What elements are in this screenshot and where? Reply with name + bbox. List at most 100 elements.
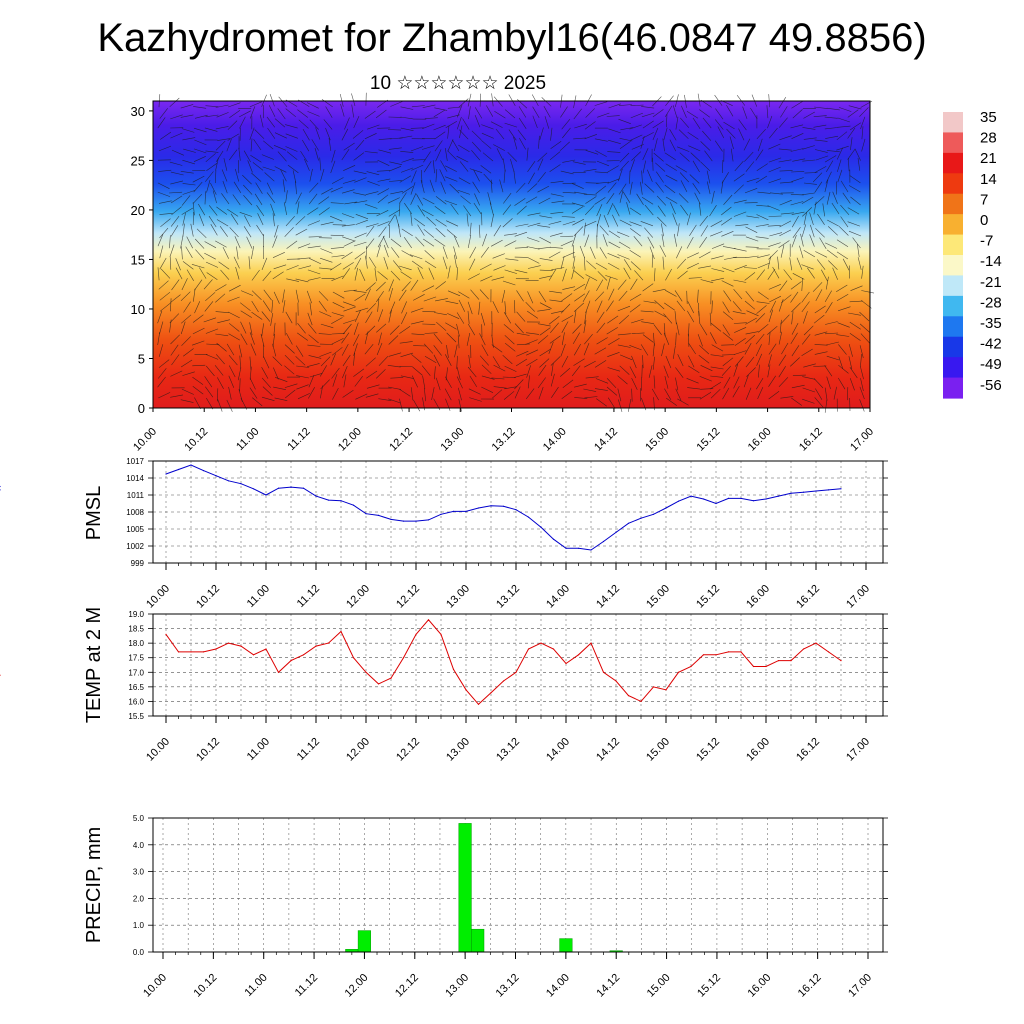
wind-barb xyxy=(376,244,381,258)
wind-barb xyxy=(341,224,355,227)
wind-barb xyxy=(383,256,389,270)
wind-barb xyxy=(661,223,664,237)
wind-barb xyxy=(274,166,287,173)
wind-barb xyxy=(510,159,515,172)
wind-barb xyxy=(240,333,248,346)
wind-barb xyxy=(755,344,762,357)
wind-barb xyxy=(721,280,734,287)
wind-barb xyxy=(307,323,317,334)
wind-barb xyxy=(607,151,621,153)
wind-barb xyxy=(538,197,551,205)
wind-barb xyxy=(479,263,492,271)
wind-barb xyxy=(503,169,506,183)
wind-barb xyxy=(170,298,172,312)
wind-barb xyxy=(603,214,610,228)
wind-barb xyxy=(549,246,563,249)
wind-barb xyxy=(744,342,752,355)
wind-barb xyxy=(263,140,274,150)
wind-barb xyxy=(778,366,786,378)
wind-barb xyxy=(469,375,478,388)
wind-barb xyxy=(550,127,553,141)
x-tick-label: 11.00 xyxy=(234,426,261,453)
wind-barb xyxy=(295,356,306,366)
wind-barb xyxy=(516,332,530,336)
wind-barb xyxy=(242,174,252,185)
wind-barb xyxy=(623,259,632,271)
wind-barb xyxy=(838,344,847,355)
wind-barb xyxy=(158,169,172,172)
wind-barb xyxy=(686,378,699,384)
wind-barb xyxy=(778,97,787,109)
wind-barb xyxy=(186,236,193,249)
wind-barb xyxy=(584,396,598,399)
wind-barb xyxy=(456,312,465,324)
wind-barb xyxy=(493,364,506,372)
wind-barb xyxy=(687,310,695,323)
wind-barb xyxy=(733,173,745,182)
wind-barb xyxy=(711,255,724,260)
wind-barb xyxy=(410,387,414,401)
wind-barb xyxy=(353,322,359,335)
wind-barb xyxy=(217,388,219,402)
wind-barb xyxy=(423,161,432,173)
wind-barb xyxy=(742,106,748,119)
wind-barb xyxy=(216,206,228,215)
wind-barb xyxy=(157,117,166,129)
wind-barb xyxy=(814,196,825,206)
temp-point xyxy=(215,648,217,650)
wind-barb xyxy=(732,385,740,398)
wind-barb xyxy=(467,93,472,107)
pmsl-point xyxy=(727,497,730,499)
wind-barb xyxy=(296,375,309,379)
wind-barb xyxy=(629,250,641,258)
wind-barb xyxy=(377,178,391,182)
wind-barb xyxy=(286,240,298,249)
wind-barb xyxy=(777,256,780,270)
wind-barb xyxy=(377,221,390,227)
y-tick-label: 25 xyxy=(131,153,145,168)
wind-barb xyxy=(652,356,655,370)
wind-barb xyxy=(733,248,747,252)
wind-barb xyxy=(339,94,344,107)
wind-barb xyxy=(502,376,516,378)
wind-barb xyxy=(353,290,367,293)
wind-barb xyxy=(215,150,224,163)
wind-barb xyxy=(700,141,711,151)
wind-barb xyxy=(401,228,413,237)
wind-barb xyxy=(215,126,229,130)
wind-barb xyxy=(744,267,758,269)
wind-barb xyxy=(516,290,524,302)
wind-barb xyxy=(412,159,426,161)
wind-barb xyxy=(255,182,263,194)
wind-barb xyxy=(525,388,535,400)
wind-barb xyxy=(311,139,319,151)
wind-barb xyxy=(514,379,524,390)
wind-barb xyxy=(607,182,617,193)
wind-barb xyxy=(297,323,306,334)
wind-barb xyxy=(607,397,616,409)
wind-barb xyxy=(469,246,477,259)
wind-barb xyxy=(704,150,713,162)
wind-barb xyxy=(630,112,644,119)
wind-barb xyxy=(447,313,460,319)
wind-barb xyxy=(181,278,188,291)
wind-barb xyxy=(676,246,683,259)
wind-barb xyxy=(280,169,287,182)
wind-barb xyxy=(652,120,664,129)
wind-barb xyxy=(644,227,654,238)
y-tick-label: 15.5 xyxy=(128,712,144,721)
wind-barb xyxy=(284,354,295,365)
temp-point xyxy=(640,700,642,703)
wind-barb xyxy=(434,238,446,247)
wind-barb xyxy=(831,202,840,215)
wind-barb xyxy=(445,148,448,161)
wind-barb xyxy=(193,148,207,154)
wind-barb xyxy=(757,262,770,269)
wind-barb xyxy=(466,213,469,227)
wind-barb xyxy=(847,127,856,139)
wind-barb xyxy=(768,343,777,355)
wind-barb xyxy=(256,205,265,217)
wind-barb xyxy=(803,137,817,140)
wind-barb xyxy=(481,124,494,130)
